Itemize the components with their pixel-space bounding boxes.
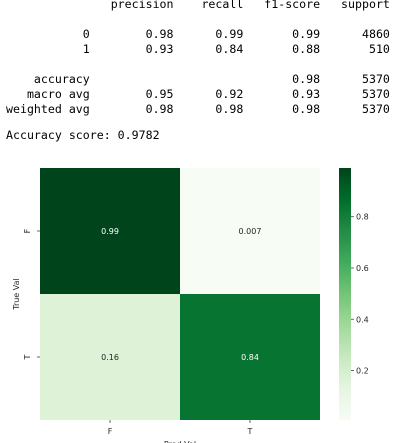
colorbar-tick-label: 0.8 — [356, 213, 369, 222]
cell-value-label: 0.007 — [239, 227, 262, 236]
y-tick-label: T — [23, 354, 32, 360]
x-axis-label: Pred Val — [164, 440, 196, 443]
confusion-matrix-heatmap: 0.99 0.007 0.16 0.84 F T F T Pred Val True Val 0.2… — [12, 168, 369, 443]
x-tick-label: T — [247, 427, 253, 436]
colorbar-tick-label: 0.4 — [356, 315, 369, 324]
y-tick-label: F — [23, 228, 32, 233]
heatmap-cell — [180, 168, 320, 294]
colorbar-tick-label: 0.6 — [356, 264, 369, 273]
accuracy-score: Accuracy score: 0.9782 — [6, 128, 160, 142]
classification-report: precision recall f1-score support 0 0.98… — [6, 0, 390, 116]
cell-value-label: 0.16 — [101, 353, 119, 362]
heatmap-cell — [180, 294, 320, 420]
cell-value-label: 0.84 — [241, 353, 259, 362]
heatmap-cell — [40, 294, 180, 420]
heatmap-cell — [40, 168, 180, 294]
colorbar-tick-label: 0.2 — [356, 367, 369, 376]
colorbar — [339, 168, 351, 420]
y-axis-label: True Val — [12, 278, 21, 311]
cell-value-label: 0.99 — [101, 227, 119, 236]
x-tick-label: F — [108, 427, 113, 436]
